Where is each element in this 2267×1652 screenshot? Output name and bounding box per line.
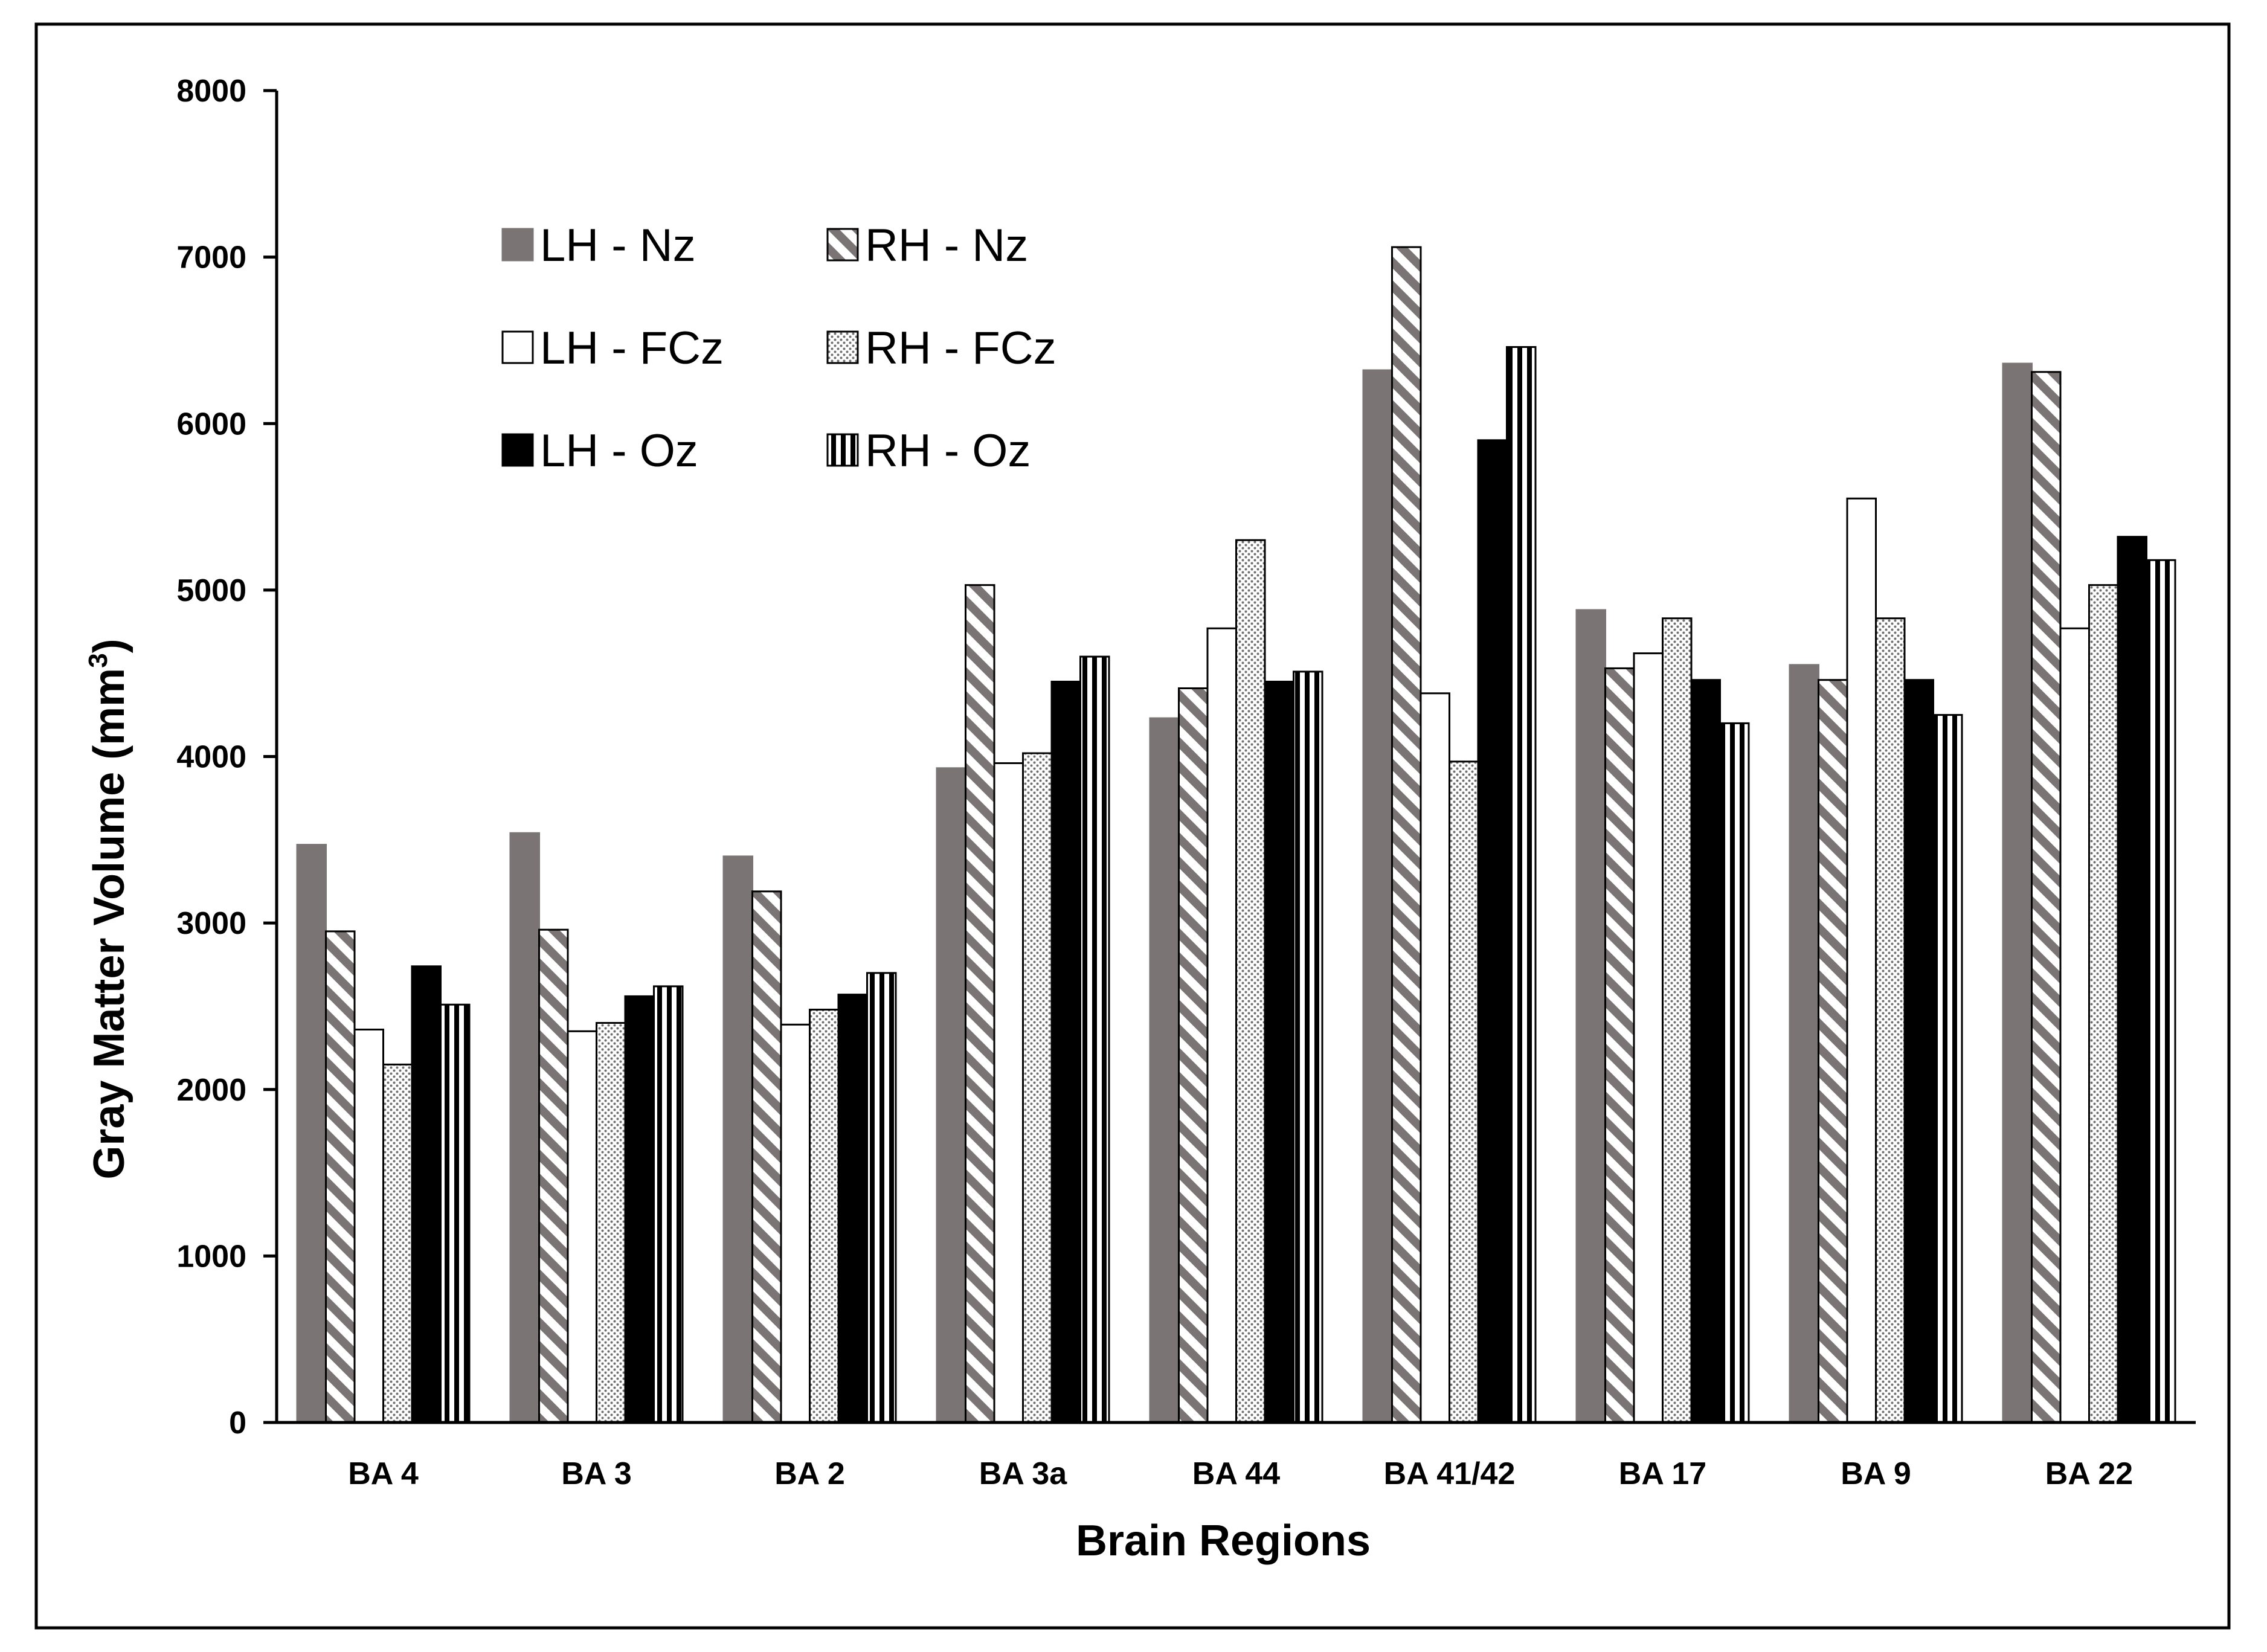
y-axis-title-end: ) [85,638,133,653]
x-tick-label: BA 17 [1619,1456,1706,1491]
bar-lh-fcz-ba-41-42 [1420,692,1450,1424]
bar-rh-nz-ba-3 [538,928,569,1424]
x-axis-title: Brain Regions [1076,1517,1371,1565]
y-tick-label: 5000 [176,573,246,608]
bar-lh-oz-ba-17 [1690,679,1721,1424]
legend-label: RH - Nz [865,220,1028,271]
y-tick-label: 2000 [176,1073,246,1108]
y-tick-label: 0 [229,1406,246,1441]
x-tick-label: BA 2 [774,1456,845,1491]
legend: LH - Nz RH - Nz LH - FCz RH - FCz LH - Oz RH … [501,220,1056,477]
bar-lh-oz-ba-41-42 [1477,439,1508,1424]
y-axis-title-sup: 3 [83,653,113,667]
bar-lh-nz-ba-44 [1149,717,1180,1424]
bar-lh-fcz-ba-3 [567,1030,597,1424]
x-tick-label: BA 4 [348,1456,419,1491]
legend-label: LH - FCz [540,323,724,374]
legend-swatch [826,228,859,262]
bar-rh-fcz-ba-3a [1022,752,1053,1424]
bar-lh-nz-ba-41-42 [1362,369,1393,1424]
bar-rh-fcz-ba-2 [809,1009,840,1424]
bar-lh-fcz-ba-44 [1206,627,1237,1424]
bar-rh-nz-ba-9 [1818,679,1848,1424]
bar-rh-fcz-ba-44 [1235,539,1266,1424]
bar-lh-nz-ba-3 [509,832,540,1424]
y-tick-label: 7000 [176,240,246,275]
bar-rh-oz-ba-9 [1932,714,1963,1424]
legend-swatch [501,330,534,364]
bar-rh-nz-ba-2 [751,890,782,1424]
bar-lh-nz-ba-4 [296,844,327,1424]
bar-lh-fcz-ba-9 [1846,497,1877,1424]
bar-rh-nz-ba-22 [2031,371,2062,1424]
bar-rh-oz-ba-4 [440,1003,471,1424]
bar-lh-nz-ba-17 [1575,609,1606,1424]
legend-label: LH - Oz [540,425,698,477]
bar-lh-oz-ba-9 [1903,679,1934,1424]
bar-lh-oz-ba-3 [624,995,655,1424]
legend-swatch [826,433,859,467]
bar-lh-oz-ba-44 [1264,681,1294,1424]
bar-lh-nz-ba-22 [2002,362,2033,1424]
bar-rh-fcz-ba-22 [2088,584,2119,1424]
bar-rh-nz-ba-17 [1604,667,1635,1424]
bar-rh-fcz-ba-9 [1875,617,1906,1424]
x-tick-label: BA 41/42 [1384,1456,1516,1491]
bar-rh-nz-ba-3a [965,584,995,1424]
bar-rh-nz-ba-41-42 [1391,246,1422,1424]
y-tick-label: 4000 [176,740,246,775]
legend-swatch [501,228,534,262]
y-tick-label: 6000 [176,407,246,442]
bars-layer: BA 4 BA 3 BA 2 BA 3a BA 44 BA 41/42 BA 17 BA 9 B… [296,246,2176,1491]
bar-rh-fcz-ba-3 [596,1022,626,1424]
legend-label: RH - Oz [865,425,1031,477]
y-tick-label: 1000 [176,1239,246,1274]
bar-rh-oz-ba-17 [1719,722,1750,1424]
y-axis-title: Gray Matter Volume (mm3) [83,638,133,1179]
bar-lh-fcz-ba-22 [2059,627,2090,1424]
bar-rh-oz-ba-44 [1293,670,1323,1424]
legend-swatch [501,433,534,467]
bar-lh-nz-ba-2 [722,855,753,1424]
x-tick-label: BA 3 [561,1456,632,1491]
bar-rh-oz-ba-41-42 [1506,346,1537,1424]
bar-rh-fcz-ba-4 [382,1063,413,1424]
x-tick-label: BA 3a [979,1456,1068,1491]
axes-layer: 0 1000 2000 3000 4000 5000 6000 7000 8000 [176,74,2196,1441]
bar-rh-oz-ba-22 [2146,559,2176,1424]
bar-rh-nz-ba-4 [325,930,356,1424]
bar-rh-fcz-ba-41-42 [1449,760,1479,1424]
bar-lh-oz-ba-3a [1050,681,1081,1424]
x-tick-label: BA 22 [2045,1456,2133,1491]
bar-lh-fcz-ba-17 [1633,652,1664,1424]
bar-lh-fcz-ba-2 [780,1023,811,1424]
y-tick-label: 8000 [176,74,246,109]
x-tick-label: BA 9 [1841,1456,1911,1491]
bar-lh-fcz-ba-3a [993,762,1024,1424]
legend-swatch [826,330,859,364]
x-tick-label: BA 44 [1192,1456,1281,1491]
bar-rh-nz-ba-44 [1178,687,1209,1424]
bar-lh-oz-ba-22 [2117,536,2147,1424]
y-axis-title-main: Gray Matter Volume (mm [85,668,133,1180]
bar-rh-oz-ba-2 [866,972,897,1424]
bar-rh-oz-ba-3a [1079,655,1110,1424]
bar-rh-oz-ba-3 [653,985,684,1424]
legend-label: RH - FCz [865,323,1056,374]
bar-lh-nz-ba-3a [936,767,966,1424]
chart-frame [34,22,2231,1630]
legend-label: LH - Nz [540,220,696,271]
bar-rh-fcz-ba-17 [1662,617,1693,1424]
bar-lh-fcz-ba-4 [353,1029,384,1424]
y-tick-label: 3000 [176,906,246,941]
bar-lh-oz-ba-4 [411,965,442,1424]
bar-lh-oz-ba-2 [837,994,868,1424]
bar-lh-nz-ba-9 [1789,664,1819,1424]
